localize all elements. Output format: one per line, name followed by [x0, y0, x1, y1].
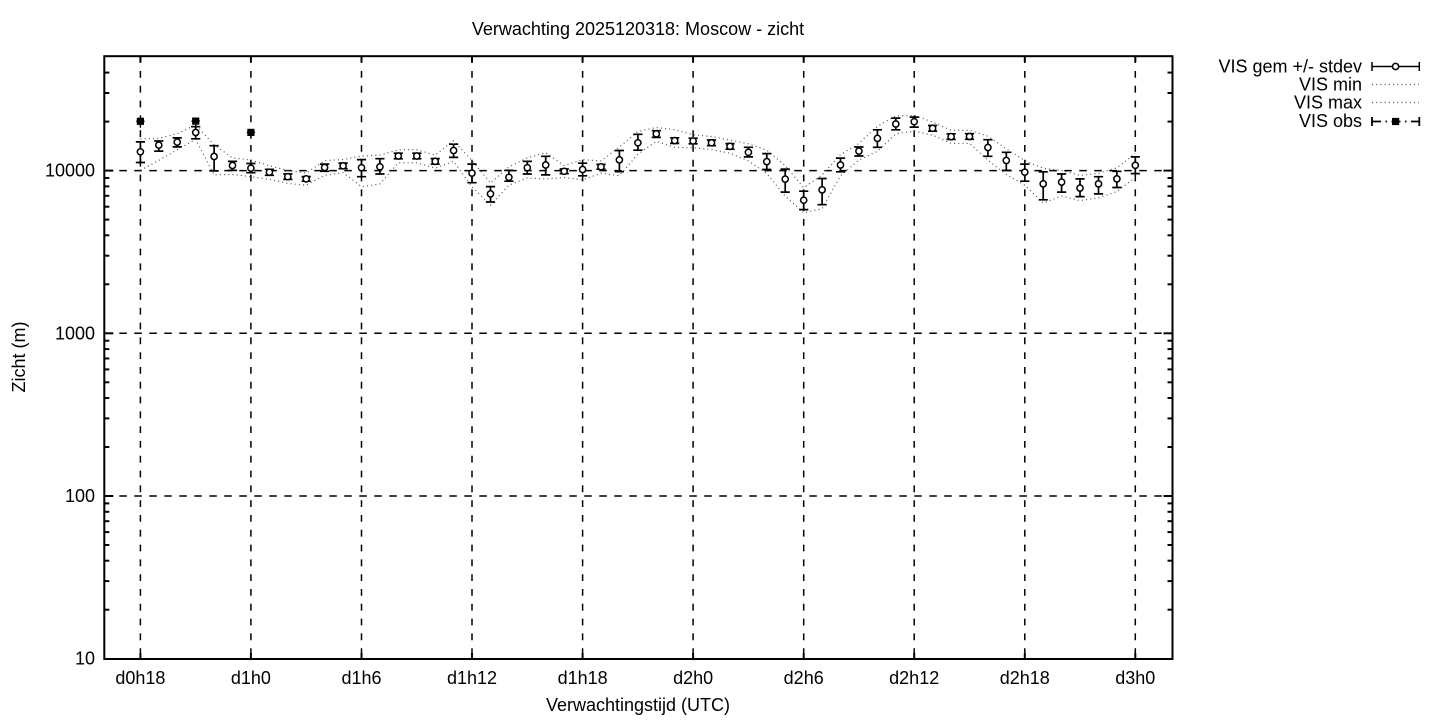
- svg-text:10: 10: [75, 649, 95, 669]
- svg-text:d0h18: d0h18: [115, 668, 165, 688]
- svg-text:Verwachtingstijd (UTC): Verwachtingstijd (UTC): [546, 695, 730, 715]
- svg-text:10000: 10000: [45, 161, 95, 181]
- svg-text:VIS max: VIS max: [1294, 93, 1362, 113]
- svg-text:d2h6: d2h6: [784, 668, 824, 688]
- svg-text:100: 100: [65, 486, 95, 506]
- svg-text:d2h18: d2h18: [1000, 668, 1050, 688]
- svg-text:d2h12: d2h12: [889, 668, 939, 688]
- svg-text:VIS obs: VIS obs: [1299, 111, 1362, 131]
- svg-text:VIS min: VIS min: [1299, 75, 1362, 95]
- svg-text:d3h0: d3h0: [1115, 668, 1155, 688]
- svg-text:d1h18: d1h18: [558, 668, 608, 688]
- svg-text:Zicht (m): Zicht (m): [9, 322, 29, 393]
- svg-text:d2h0: d2h0: [673, 668, 713, 688]
- svg-text:d1h6: d1h6: [341, 668, 381, 688]
- svg-text:1000: 1000: [55, 323, 95, 343]
- svg-text:Verwachting 2025120318: Moscow: Verwachting 2025120318: Moscow - zicht: [472, 19, 804, 39]
- svg-text:d1h0: d1h0: [231, 668, 271, 688]
- svg-text:VIS gem +/- stdev: VIS gem +/- stdev: [1218, 57, 1362, 77]
- svg-text:d1h12: d1h12: [447, 668, 497, 688]
